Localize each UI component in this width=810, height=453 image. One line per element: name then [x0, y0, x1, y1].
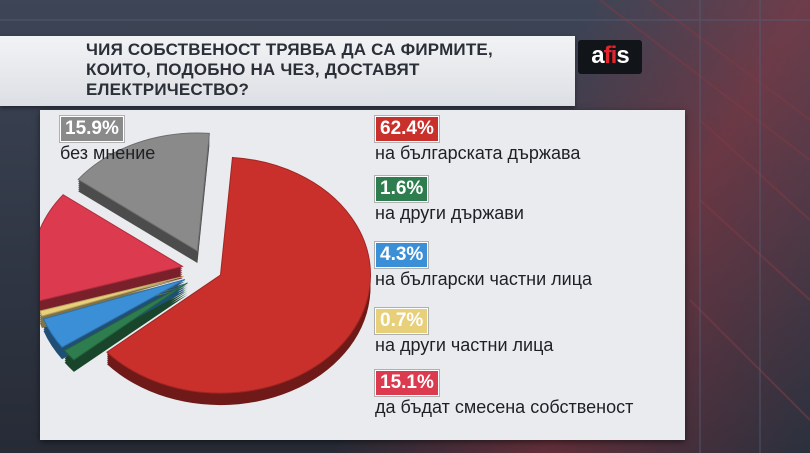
series-label: на други частни лица [375, 335, 554, 355]
pie-slice [63, 282, 188, 361]
chart-panel: 15.9% без мнение 62.4% на българската дъ… [40, 110, 685, 440]
pie-slice [77, 132, 210, 252]
value-label: 62.4% [375, 116, 439, 142]
label-mixed-ownership: 15.1% да бъдат смесена собственост [375, 370, 633, 417]
title-bar: ЧИЯ СОБСТВЕНОСТ ТРЯВБА ДА СА ФИРМИТЕ, КО… [0, 36, 575, 106]
value-label: 0.7% [375, 308, 429, 334]
series-label: на българската държава [375, 143, 581, 163]
label-bulgarian-private: 4.3% на български частни лица [375, 242, 592, 289]
label-no-opinion: 15.9% без мнение [60, 116, 155, 163]
series-label: да бъдат смесена собственост [375, 397, 634, 417]
label-other-states: 1.6% на други държави [375, 176, 524, 223]
pie-slice [106, 156, 371, 394]
chart-title: ЧИЯ СОБСТВЕНОСТ ТРЯВБА ДА СА ФИРМИТЕ, КО… [86, 40, 493, 99]
value-label: 15.1% [375, 370, 439, 396]
value-label: 4.3% [375, 242, 429, 268]
value-label: 1.6% [375, 176, 429, 202]
afis-logo: afis [578, 40, 642, 74]
pie-slice [42, 279, 186, 348]
pie-slice-side [40, 278, 184, 318]
label-bulgarian-state: 62.4% на българската държава [375, 116, 580, 163]
series-label: на други държави [375, 203, 524, 223]
value-label: 15.9% [60, 116, 124, 142]
pie-slice [40, 276, 184, 317]
series-label: на български частни лица [375, 269, 593, 289]
pie-slice [40, 194, 184, 302]
pie-chart [40, 132, 371, 406]
label-other-private: 0.7% на други частни лица [375, 308, 553, 355]
series-label: без мнение [60, 143, 156, 163]
